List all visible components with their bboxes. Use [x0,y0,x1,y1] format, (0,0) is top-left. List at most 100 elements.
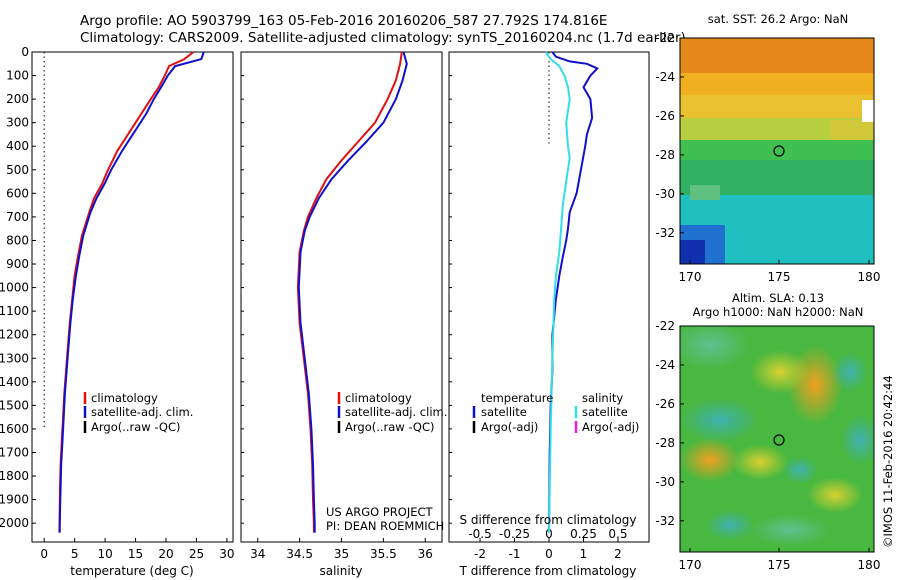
depth-tick-label: 0 [21,45,29,59]
top-tick-label: 0.5 [608,527,627,541]
map-y-tick-label: -24 [655,358,675,372]
map-y-tick-label: -24 [655,70,675,84]
legend-temp-argo: Argo(-adj) [481,420,538,434]
x-tick-label: 35 [334,547,349,561]
temperature-panel-frame [31,51,234,543]
x-tick-label: 30 [219,547,234,561]
depth-tick-label: 1700 [0,445,29,459]
legend-sal-satellite: satellite [582,405,628,419]
x-tick-label: 2 [614,547,622,561]
legend-climatology: climatology [91,391,158,405]
x-tick-label: 0 [545,547,553,561]
difference-legend: temperature satellite Argo(-adj) salinit… [472,391,639,434]
depth-tick-label: 1400 [0,375,29,389]
header-line2: Climatology: CARS2009. Satellite-adjuste… [80,30,686,46]
sla-map-frame [679,325,875,553]
map-y-tick-label: -26 [655,397,675,411]
x-tick-label: 36 [418,547,433,561]
depth-tick-label: 200 [6,92,29,106]
depth-tick-label: 800 [6,233,29,247]
top-tick-label: 0 [545,527,553,541]
depth-tick-label: 1900 [0,493,29,507]
argo-location-marker [773,145,785,157]
x-tick-label: -1 [509,547,521,561]
sst-map-image [680,38,874,264]
legend-climatology: climatology [345,391,412,405]
x-tick-label: 1 [580,547,588,561]
pi-annotation: PI: DEAN ROEMMICH [326,519,444,533]
x-tick-label: 25 [189,547,204,561]
depth-tick-label: 400 [6,139,29,153]
depth-tick-label: 1500 [0,398,29,412]
difference-xlabel: T difference from climatology [459,564,637,578]
map-y-tick-label: -22 [655,319,675,333]
sst-map-frame [679,37,875,265]
x-tick-label: 20 [158,547,173,561]
sla-map-image [680,326,874,552]
map-y-tick-label: -26 [655,109,675,123]
depth-tick-label: 1200 [0,328,29,342]
sst-map-y-ticks: -22 -24 -26 -28 -30 -32 [655,31,684,240]
depth-tick-label: 600 [6,186,29,200]
temperature-satellite-line [58,51,205,533]
legend-satellite: satellite-adj. clim. [345,405,447,419]
sst-map-title: sat. SST: 26.2 Argo: NaN [708,12,849,26]
map-x-tick-label: 180 [858,558,881,572]
argo-location-marker [773,434,785,446]
depth-tick-label: 500 [6,163,29,177]
legend-argo: Argo(..raw -QC) [345,420,435,434]
salinity-difference-line [544,51,571,533]
x-tick-label: 10 [97,547,112,561]
map-y-tick-label: -28 [655,148,675,162]
map-x-tick-label: 170 [679,270,702,284]
salinity-xlabel: salinity [319,564,362,578]
top-tick-label: 0.25 [570,527,597,541]
x-tick-label: 15 [128,547,143,561]
map-y-tick-label: -32 [655,514,675,528]
depth-tick-label: 1600 [0,422,29,436]
x-tick-label: 34 [250,547,265,561]
top-tick-label: -0.5 [468,527,491,541]
difference-top-label: S difference from climatology [460,513,637,527]
depth-axis: 0 100 200 300 400 500 600 700 800 900 1000 1100 1200… [0,45,452,530]
depth-tick-label: 100 [6,69,29,83]
salinity-legend: climatology satellite-adj. clim. Argo(..… [337,391,447,434]
map-y-tick-label: -30 [655,187,675,201]
temperature-climatology-line [58,51,195,533]
depth-tick-label: 1000 [0,281,29,295]
imos-credit: ©IMOS 11-Feb-2016 20:42:44 [881,375,895,548]
sla-map-title1: Altim. SLA: 0.13 [732,291,824,305]
x-tick-label: -2 [474,547,486,561]
header-line1: Argo profile: AO 5903799_163 05-Feb-2016… [80,13,607,29]
sst-map-x-ticks: 170 175 180 [679,260,881,284]
temperature-legend: climatology satellite-adj. clim. Argo(..… [83,391,193,434]
map-x-tick-label: 175 [768,558,791,572]
temperature-x-ticks: 0 5 10 15 20 25 30 [40,538,235,561]
x-tick-label: 0 [40,547,48,561]
legend-satellite: satellite-adj. clim. [91,405,193,419]
salinity-satellite-line [297,51,408,533]
legend-sal-argo: Argo(-adj) [582,420,639,434]
legend-temp-satellite: satellite [481,405,527,419]
depth-tick-label: 2000 [0,516,29,530]
x-tick-label: 5 [71,547,79,561]
depth-tick-label: 1100 [0,304,29,318]
difference-x-ticks: -2 -1 0 1 2 -0.5 -0.25 0 0.25 0.5 [468,527,627,561]
salinity-x-ticks: 34 34.5 35 35.5 36 [250,538,433,561]
sla-map-x-ticks: 170 175 180 [679,548,881,572]
map-y-tick-label: -22 [655,31,675,45]
depth-tick-label: 1300 [0,351,29,365]
x-tick-label: 35.5 [370,547,397,561]
temperature-xlabel: temperature (deg C) [70,564,193,578]
map-x-tick-label: 175 [768,270,791,284]
depth-tick-label: 300 [6,116,29,130]
legend-temperature-heading: temperature [481,391,553,405]
sla-map-y-ticks: -22 -24 -26 -28 -30 -32 [655,319,684,528]
map-x-tick-label: 180 [858,270,881,284]
depth-tick-label: 1800 [0,469,29,483]
map-x-tick-label: 170 [679,558,702,572]
salinity-panel-frame [240,51,443,543]
legend-argo: Argo(..raw -QC) [91,420,181,434]
top-tick-label: -0.25 [499,527,530,541]
